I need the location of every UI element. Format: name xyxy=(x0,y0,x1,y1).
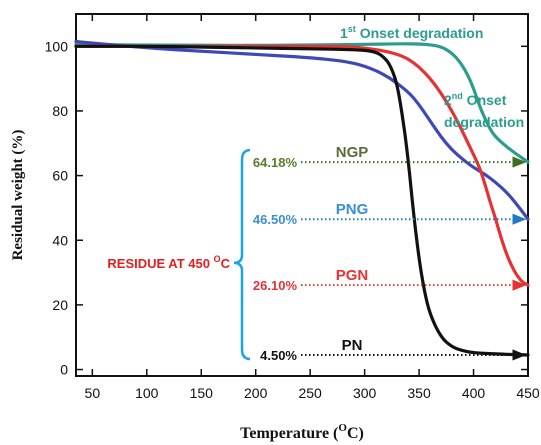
x-tick-label: 300 xyxy=(353,385,377,401)
x-axis-label-main: Temperature ( xyxy=(240,425,338,442)
y-tick-label: 60 xyxy=(52,168,68,184)
axes: 50 100 150 200 250 300 350 400 450 0 20 40 60 80 100 Te… xyxy=(10,13,540,442)
onset-2-label: 2nd Onset xyxy=(444,91,507,108)
curves xyxy=(74,39,530,357)
series-name-pgn: PGN xyxy=(336,267,369,284)
series-name-ngp: NGP xyxy=(336,144,369,161)
onset-1-text: Onset degradation xyxy=(356,25,484,41)
y-tick-label: 20 xyxy=(52,297,68,313)
curve-ngp xyxy=(74,42,530,164)
residue-brace xyxy=(233,148,251,361)
residue-annotations: 64.18% NGP 46.50% PNG 26.10% PGN 4.50% PN RESIDU… xyxy=(107,144,527,363)
y-tick-label: 100 xyxy=(45,38,69,54)
residue-value-ngp: 64.18% xyxy=(253,155,298,170)
series-name-png: PNG xyxy=(336,201,369,218)
residue-label-end: C xyxy=(221,256,231,271)
x-tick-label: 150 xyxy=(190,385,214,401)
x-axis-label: Temperature (OC) xyxy=(240,422,364,442)
x-tick-label: 400 xyxy=(462,385,486,401)
onset-2-sup: nd xyxy=(452,91,463,101)
y-tick-label: 0 xyxy=(60,362,68,378)
y-axis-label: Residual weight (%) xyxy=(10,130,26,261)
y-tick-label: 40 xyxy=(52,232,68,248)
x-axis-label-sup: O xyxy=(338,422,347,434)
onset-1-label: 1st Onset degradation xyxy=(340,24,483,41)
curve-pgn xyxy=(74,44,530,287)
onset-1-sup: st xyxy=(348,24,356,34)
residue-label-sup: O xyxy=(214,254,221,264)
curve-pn xyxy=(74,44,530,357)
x-axis-label-end: C) xyxy=(347,425,364,442)
residue-value-png: 46.50% xyxy=(253,212,298,227)
residue-value-pn: 4.50% xyxy=(260,348,297,363)
x-tick-label: 100 xyxy=(135,385,159,401)
onset-annotations: 1st Onset degradation 2nd Onset degradatio… xyxy=(340,24,524,130)
onset-2-label-line2: degradation xyxy=(444,114,524,130)
x-tick-label: 450 xyxy=(516,385,540,401)
onset-1-number: 1 xyxy=(340,25,348,41)
residue-value-pgn: 26.10% xyxy=(253,278,298,293)
curve-png xyxy=(74,39,530,221)
plot-frame xyxy=(75,13,529,377)
x-tick-label: 350 xyxy=(407,385,431,401)
x-tick-label: 50 xyxy=(85,385,101,401)
y-tick-label: 80 xyxy=(52,103,68,119)
residue-label-main: RESIDUE AT 450 xyxy=(107,256,213,271)
series-name-pn: PN xyxy=(342,337,363,354)
x-tick-label: 250 xyxy=(298,385,322,401)
residue-label: RESIDUE AT 450 OC xyxy=(107,254,230,271)
x-tick-label: 200 xyxy=(244,385,268,401)
onset-2-number: 2 xyxy=(444,92,452,108)
onset-2-text: Onset xyxy=(463,92,507,108)
